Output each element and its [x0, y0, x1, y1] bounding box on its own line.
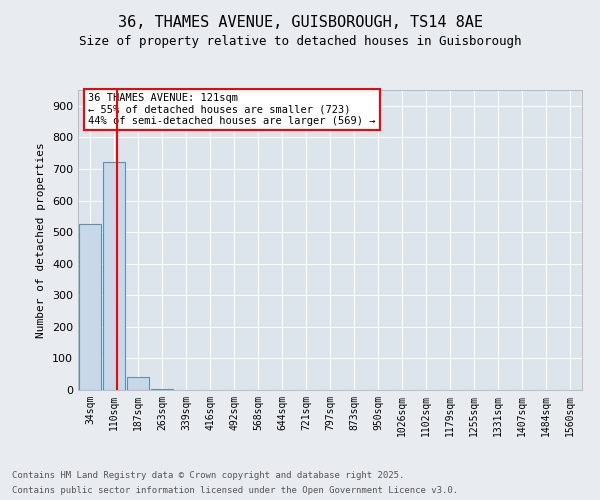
Text: Contains HM Land Registry data © Crown copyright and database right 2025.: Contains HM Land Registry data © Crown c…: [12, 471, 404, 480]
Bar: [151, 389, 173, 390]
Text: 36, THAMES AVENUE, GUISBOROUGH, TS14 8AE: 36, THAMES AVENUE, GUISBOROUGH, TS14 8AE: [118, 15, 482, 30]
Text: Size of property relative to detached houses in Guisborough: Size of property relative to detached ho…: [79, 35, 521, 48]
Bar: [127, 378, 149, 390]
Bar: [79, 224, 101, 390]
Bar: [103, 162, 125, 390]
Y-axis label: Number of detached properties: Number of detached properties: [37, 142, 46, 338]
Text: 36 THAMES AVENUE: 121sqm
← 55% of detached houses are smaller (723)
44% of semi-: 36 THAMES AVENUE: 121sqm ← 55% of detach…: [88, 93, 376, 126]
Text: Contains public sector information licensed under the Open Government Licence v3: Contains public sector information licen…: [12, 486, 458, 495]
